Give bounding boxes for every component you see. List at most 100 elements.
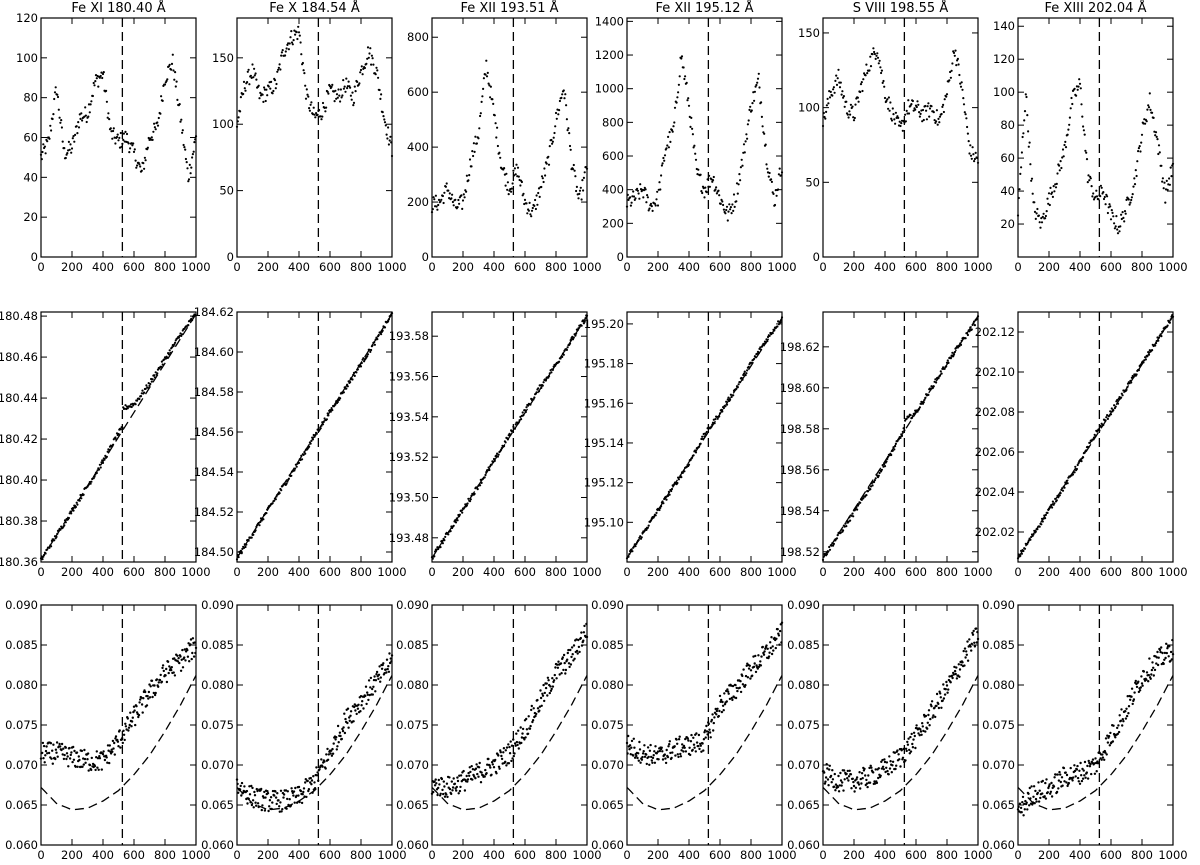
data-point <box>450 780 453 783</box>
data-point <box>1062 155 1065 158</box>
data-point <box>1159 650 1162 654</box>
data-point <box>679 752 682 756</box>
axes-frame <box>40 311 197 563</box>
data-point <box>676 742 679 745</box>
data-point <box>96 766 99 769</box>
data-point <box>859 501 862 504</box>
data-point <box>534 198 537 202</box>
data-point <box>725 403 729 406</box>
data-point <box>1150 668 1154 672</box>
data-point <box>675 738 678 741</box>
data-point <box>839 531 842 534</box>
data-point <box>682 750 685 753</box>
data-point <box>433 780 436 783</box>
data-point <box>1094 435 1097 438</box>
data-point <box>183 146 186 149</box>
data-point <box>1171 314 1174 317</box>
data-point <box>1080 774 1083 777</box>
data-point <box>504 749 507 752</box>
data-point <box>905 109 908 112</box>
data-point <box>877 62 880 65</box>
data-point <box>1048 203 1051 207</box>
data-point <box>1106 211 1109 215</box>
data-point <box>1128 203 1131 206</box>
y-tick-label: 193.58 <box>389 329 429 343</box>
data-point <box>255 787 258 791</box>
data-point <box>58 116 61 119</box>
data-point <box>824 776 828 779</box>
data-point <box>359 365 363 368</box>
data-point <box>1171 315 1175 318</box>
data-point <box>257 521 260 525</box>
data-point <box>925 118 929 121</box>
data-point <box>683 77 686 81</box>
data-point <box>1059 780 1063 784</box>
data-point <box>499 448 503 452</box>
data-point <box>744 140 747 143</box>
data-point <box>664 757 667 760</box>
data-point <box>642 196 645 199</box>
data-point <box>50 757 53 760</box>
data-point <box>525 202 528 205</box>
data-point <box>48 137 51 140</box>
panel-title: Fe XI 180.40 Å <box>71 0 165 16</box>
data-point <box>763 650 766 653</box>
data-point <box>103 758 107 762</box>
data-point <box>943 693 947 696</box>
data-point <box>458 202 461 205</box>
data-point <box>1130 198 1133 202</box>
data-point <box>746 369 749 372</box>
data-point <box>187 642 190 645</box>
data-point <box>846 769 849 773</box>
data-point <box>326 412 329 415</box>
data-point <box>353 374 356 377</box>
data-point <box>845 772 848 776</box>
data-point <box>532 398 535 401</box>
data-point <box>549 689 553 692</box>
data-point <box>572 163 575 167</box>
data-point <box>273 79 277 82</box>
data-point <box>1037 800 1041 803</box>
data-point <box>1157 336 1161 339</box>
data-point <box>242 92 245 96</box>
data-point <box>267 85 270 88</box>
data-point <box>952 353 956 356</box>
y-tick-label: 0.070 <box>201 758 234 772</box>
data-point <box>927 709 931 712</box>
data-point <box>124 722 127 725</box>
data-point <box>1107 735 1111 738</box>
data-point <box>1109 218 1113 221</box>
data-point <box>760 655 763 658</box>
data-point <box>152 130 155 133</box>
y-tick-label: 0.080 <box>787 678 820 692</box>
data-point <box>886 457 889 460</box>
data-point <box>151 138 154 141</box>
x-tick-label: 600 <box>905 848 927 862</box>
data-point <box>437 203 440 207</box>
data-point <box>561 355 564 358</box>
data-point <box>765 338 768 341</box>
data-point <box>1044 797 1048 800</box>
data-point <box>670 756 673 760</box>
data-point <box>370 54 373 57</box>
data-point <box>1059 773 1062 776</box>
data-point <box>730 395 733 399</box>
data-point <box>895 764 898 767</box>
data-point <box>848 516 851 519</box>
data-point <box>749 105 752 108</box>
data-point <box>1106 734 1109 737</box>
data-point <box>725 700 728 703</box>
data-point <box>335 97 338 100</box>
data-point <box>677 478 681 481</box>
panel-intensity-4: 0 200 400 600 800 100002004006008001000120014… <box>595 14 797 274</box>
data-point <box>831 94 834 97</box>
data-point <box>1118 230 1121 233</box>
data-point <box>882 768 885 771</box>
data-point <box>385 658 389 661</box>
data-point <box>686 99 689 102</box>
data-point <box>976 315 980 318</box>
data-point <box>160 95 163 98</box>
data-point <box>474 767 478 770</box>
data-point <box>1022 132 1025 135</box>
data-point <box>764 143 767 146</box>
